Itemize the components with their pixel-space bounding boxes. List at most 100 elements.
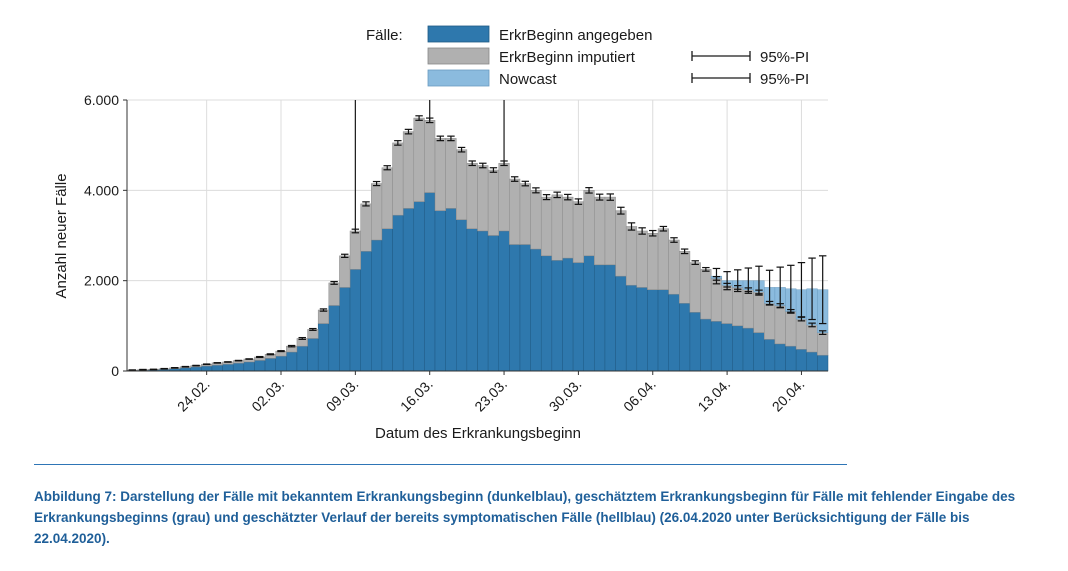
bar-1-63 xyxy=(795,318,808,350)
y-tick-label-2: 4.000 xyxy=(84,182,119,198)
bar-1-27 xyxy=(413,117,425,202)
bar-0-47 xyxy=(625,284,638,372)
bar-0-28 xyxy=(424,192,436,372)
bar-0-61 xyxy=(774,343,786,372)
bar-0-60 xyxy=(764,339,776,372)
bar-1-42 xyxy=(572,201,584,263)
bars xyxy=(126,117,829,372)
bar-1-37 xyxy=(519,183,531,245)
bar-1-24 xyxy=(381,167,393,229)
bar-0-12 xyxy=(254,360,266,372)
bar-0-15 xyxy=(286,351,298,372)
bar-0-55 xyxy=(710,321,723,372)
bar-0-22 xyxy=(360,251,372,372)
legend-pi-label-imputed: 95%-PI xyxy=(760,49,809,66)
bar-0-52 xyxy=(679,303,691,372)
bar-0-9 xyxy=(222,363,234,372)
bar-0-53 xyxy=(689,312,701,372)
bar-0-43 xyxy=(583,255,595,372)
x-tick-label-6: 06.04. xyxy=(620,376,659,415)
error-bars xyxy=(128,115,827,371)
bar-1-28 xyxy=(424,120,436,193)
x-tick-label-1: 02.03. xyxy=(248,376,287,415)
bar-0-63 xyxy=(795,349,808,372)
legend-pi-marker-nowcast xyxy=(691,73,751,83)
bar-1-52 xyxy=(679,251,691,304)
bar-1-47 xyxy=(625,226,638,286)
legend-swatch-imputed xyxy=(427,47,490,65)
bar-0-29 xyxy=(434,210,446,372)
bar-0-44 xyxy=(594,264,606,372)
bar-0-25 xyxy=(392,214,404,372)
bar-1-40 xyxy=(551,194,563,261)
bar-0-11 xyxy=(243,361,255,372)
bar-0-16 xyxy=(296,345,308,372)
bar-1-59 xyxy=(753,291,765,333)
x-axis-title: Datum des Erkrankungsbeginn xyxy=(375,425,581,442)
bar-1-51 xyxy=(668,239,680,295)
bar-0-34 xyxy=(487,235,499,372)
bar-0-33 xyxy=(477,230,489,372)
bar-0-42 xyxy=(572,262,584,372)
bar-0-37 xyxy=(519,244,531,372)
bar-0-10 xyxy=(232,362,245,372)
bar-1-57 xyxy=(732,287,744,327)
bar-1-46 xyxy=(615,210,627,277)
bar-0-65 xyxy=(817,354,829,372)
bar-0-50 xyxy=(657,289,669,372)
bar-1-33 xyxy=(477,165,489,232)
bar-0-58 xyxy=(742,327,754,372)
bar-1-31 xyxy=(456,149,468,220)
bar-0-54 xyxy=(700,318,712,372)
x-tick-label-7: 13.04. xyxy=(694,376,733,415)
bar-1-20 xyxy=(339,255,351,288)
bar-0-17 xyxy=(307,338,319,372)
bar-0-40 xyxy=(551,260,563,372)
y-tick-label-1: 2.000 xyxy=(84,273,119,289)
bar-0-23 xyxy=(371,239,383,372)
y-tick-label-0: 0 xyxy=(111,363,119,379)
bar-1-49 xyxy=(647,232,659,290)
bar-0-20 xyxy=(339,287,351,372)
bar-1-54 xyxy=(700,269,712,320)
bar-1-23 xyxy=(371,183,383,241)
bar-0-8 xyxy=(211,364,223,372)
bar-1-38 xyxy=(530,190,542,250)
bar-0-21 xyxy=(349,269,361,372)
bar-1-39 xyxy=(540,196,553,257)
bar-0-62 xyxy=(785,345,797,372)
bar-0-32 xyxy=(466,228,478,372)
bar-1-60 xyxy=(764,303,776,340)
bar-1-19 xyxy=(328,282,340,306)
x-tick-label-8: 20.04. xyxy=(769,376,808,415)
bar-1-55 xyxy=(710,278,723,322)
legend-pi-marker-imputed xyxy=(691,51,751,61)
bar-1-34 xyxy=(487,169,499,236)
x-tick-label-4: 23.03. xyxy=(471,376,510,415)
bar-1-45 xyxy=(604,196,616,266)
bar-1-64 xyxy=(806,324,818,353)
bar-0-46 xyxy=(615,275,627,372)
bar-1-32 xyxy=(466,162,478,229)
figure-caption: Abbildung 7: Darstellung der Fälle mit b… xyxy=(34,489,1016,546)
y-tick-label-3: 6.000 xyxy=(84,92,119,108)
bar-1-43 xyxy=(583,190,595,257)
bar-0-49 xyxy=(647,289,659,372)
bar-0-51 xyxy=(668,293,680,372)
bar-1-30 xyxy=(445,138,457,209)
bar-0-14 xyxy=(275,355,287,372)
bar-0-39 xyxy=(540,255,553,372)
bar-0-56 xyxy=(721,323,733,372)
y-axis-title: Anzahl neuer Fälle xyxy=(53,173,70,298)
legend-label-nowcast: Nowcast xyxy=(499,71,557,88)
bar-0-59 xyxy=(753,332,765,372)
bar-0-64 xyxy=(806,351,818,372)
x-tick-label-0: 24.02. xyxy=(174,376,213,415)
bar-0-27 xyxy=(413,201,425,372)
legend-label-imputed: ErkrBeginn imputiert xyxy=(499,49,636,66)
bar-1-58 xyxy=(742,289,754,329)
x-tick-label-3: 16.03. xyxy=(397,376,436,415)
bar-0-26 xyxy=(402,208,415,372)
legend-swatch-nowcast xyxy=(427,69,490,87)
bar-1-62 xyxy=(785,311,797,347)
